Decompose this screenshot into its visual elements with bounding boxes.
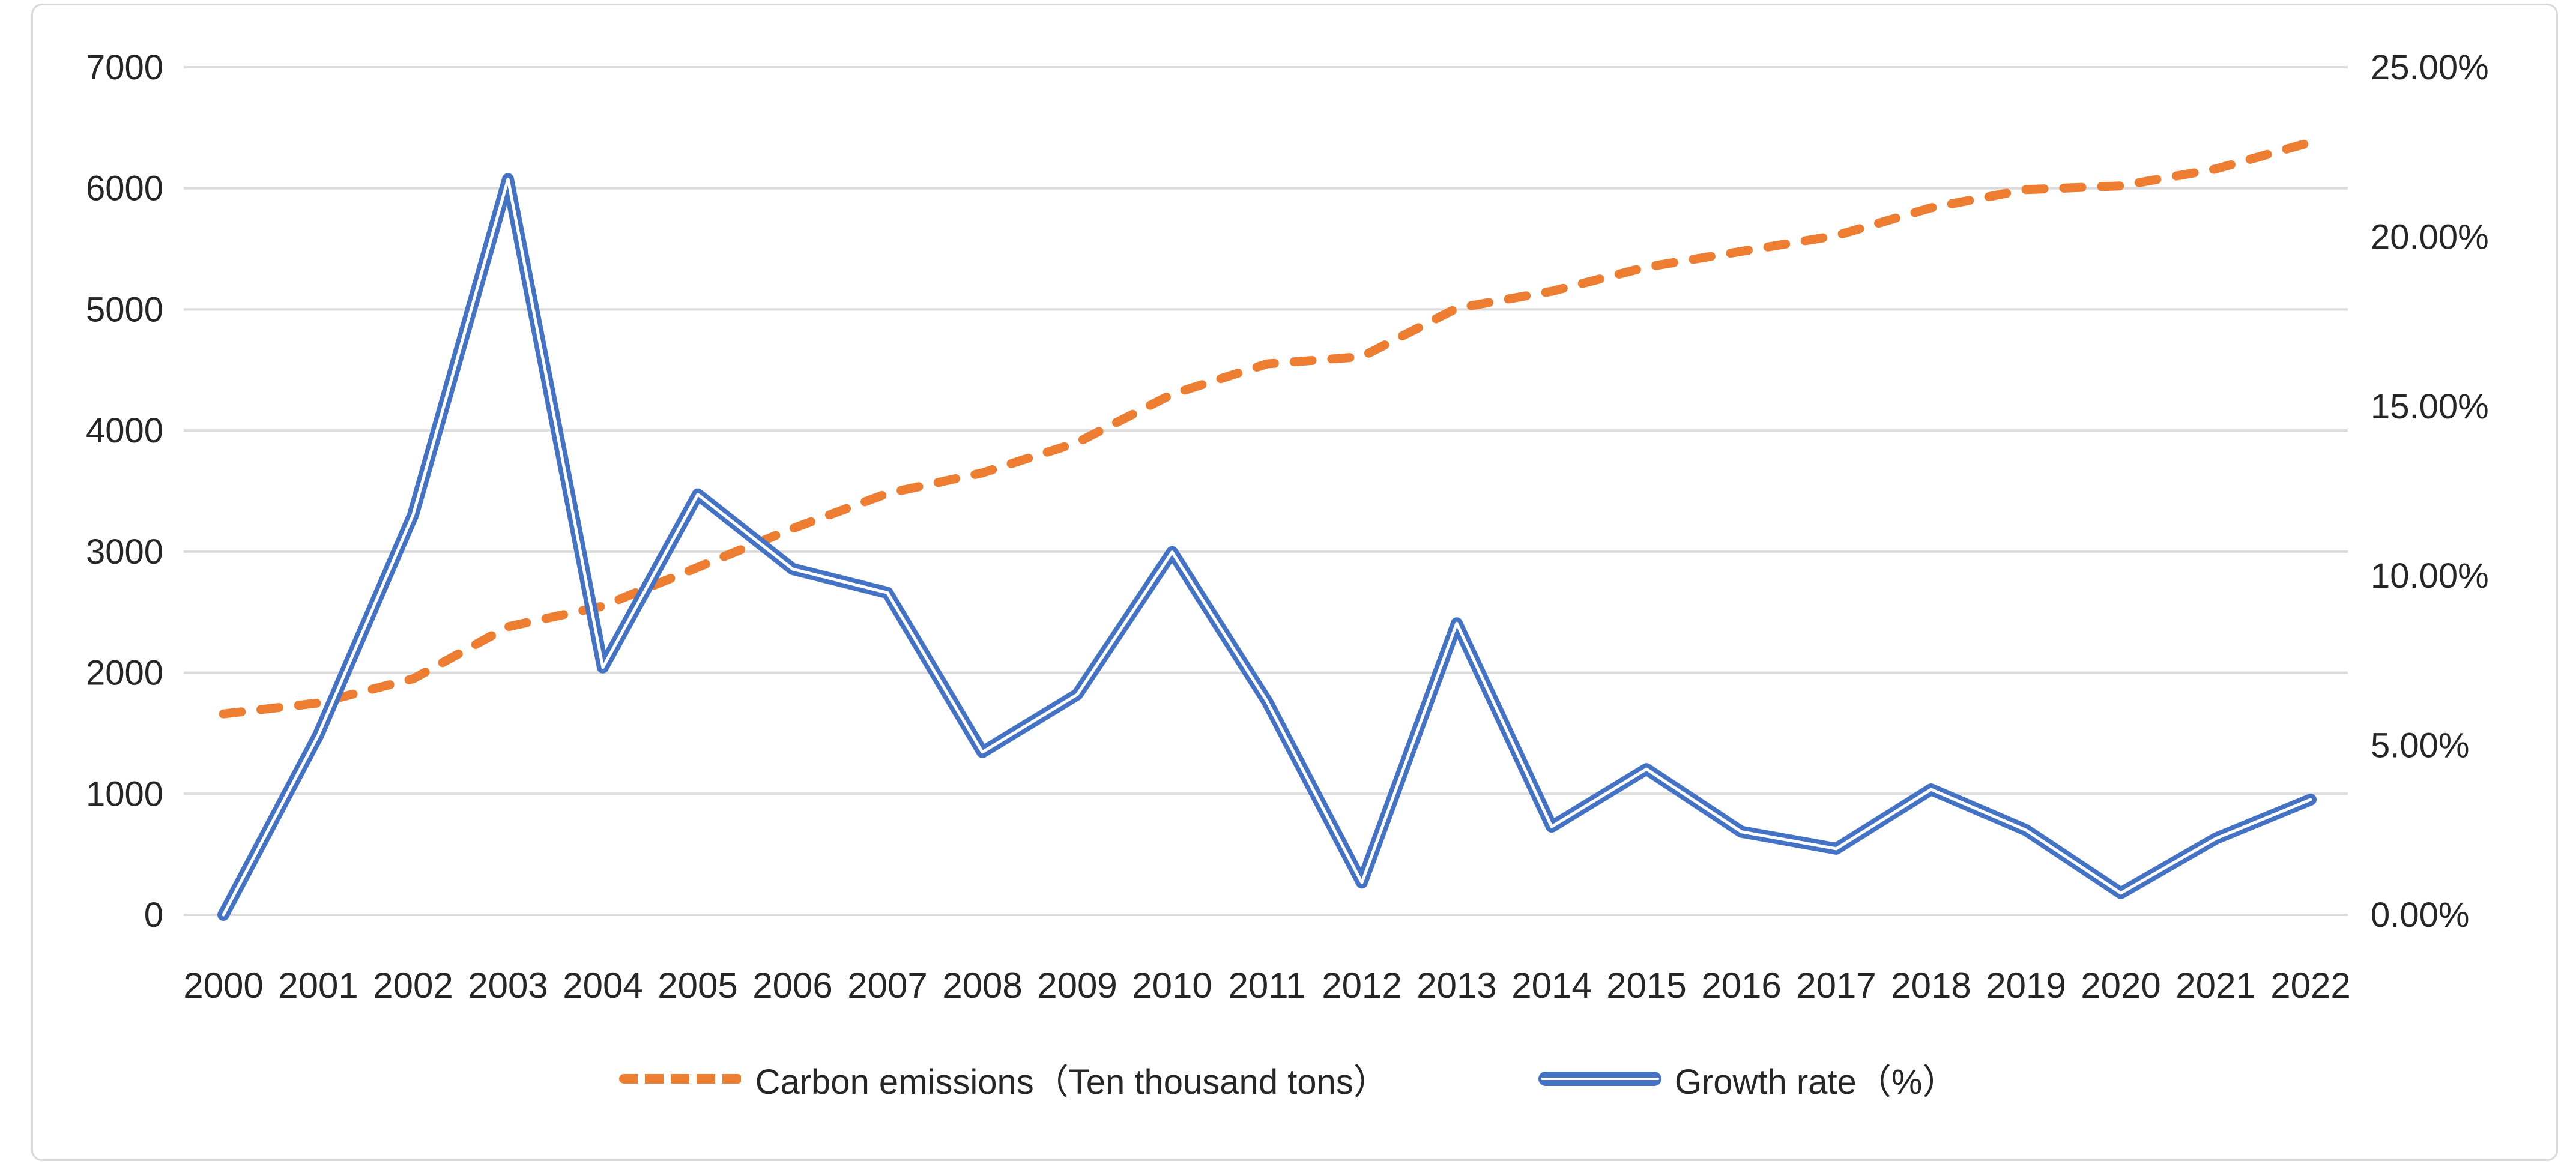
right-axis-tick-label: 0.00% [2371, 896, 2469, 935]
left-axis-tick-label: 6000 [86, 169, 163, 208]
x-axis-tick-label: 2001 [278, 965, 358, 1006]
left-axis-tick-label: 1000 [86, 774, 163, 813]
x-axis-tick-label: 2013 [1416, 965, 1496, 1006]
chart-frame [31, 4, 2558, 1161]
carbon-emissions-line [219, 137, 2315, 719]
x-axis-tick-label: 2019 [1986, 965, 2066, 1006]
x-axis-tick-label: 2010 [1132, 965, 1212, 1006]
x-axis-tick-label: 2009 [1037, 965, 1117, 1006]
right-axis-tick-label: 15.00% [2371, 387, 2489, 426]
x-axis-tick-label: 2018 [1891, 965, 1971, 1006]
growth-rate-legend-swatch-icon [1538, 1072, 1661, 1086]
left-axis-tick-label: 3000 [86, 532, 163, 571]
x-axis-tick-label: 2021 [2175, 965, 2255, 1006]
x-axis-tick-label: 2014 [1511, 965, 1591, 1006]
x-axis-tick-label: 2000 [183, 965, 263, 1006]
x-axis-tick-label: 2015 [1606, 965, 1686, 1006]
x-axis-tick-label: 2011 [1228, 965, 1305, 1006]
right-axis-tick-label: 10.00% [2371, 556, 2489, 596]
x-axis-tick-label: 2005 [658, 965, 737, 1006]
chart-legend: Carbon emissions（Ten thousand tons） Grow… [0, 1046, 2576, 1112]
left-axis-tick-label: 7000 [86, 48, 163, 87]
legend-item-growth-rate: Growth rate（%） [1538, 1054, 1958, 1104]
x-axis-tick-label: 2020 [2081, 965, 2160, 1006]
x-axis-tick-label: 2016 [1701, 965, 1781, 1006]
legend-label-growth-rate: Growth rate（%） [1674, 1063, 1958, 1102]
x-axis-tick-label: 2002 [373, 965, 453, 1006]
left-axis-tick-label: 0 [144, 896, 163, 935]
right-axis-tick-label: 5.00% [2371, 726, 2469, 765]
x-axis-tick-label: 2008 [942, 965, 1022, 1006]
carbon-emissions-legend-swatch-icon [618, 1074, 742, 1084]
x-axis-tick-label: 2003 [468, 965, 548, 1006]
left-axis-tick-label: 2000 [86, 654, 163, 693]
x-axis-tick-label: 2004 [563, 965, 642, 1006]
growth-rate-line-core [222, 177, 2312, 917]
left-axis-tick-label: 5000 [86, 290, 163, 329]
legend-label-carbon-emissions: Carbon emissions（Ten thousand tons） [755, 1063, 1388, 1102]
left-axis-tick-label: 4000 [86, 411, 163, 450]
growth-rate-line [217, 173, 2317, 921]
x-axis-tick-label: 2006 [752, 965, 832, 1006]
right-axis-tick-label: 25.00% [2371, 48, 2489, 87]
x-axis-tick-label: 2017 [1796, 965, 1876, 1006]
x-axis-tick-label: 2022 [2270, 965, 2350, 1006]
right-axis-tick-label: 20.00% [2371, 217, 2489, 256]
x-axis-tick-label: 2007 [847, 965, 927, 1006]
legend-item-carbon-emissions: Carbon emissions（Ten thousand tons） [618, 1054, 1388, 1104]
x-axis-tick-label: 2012 [1322, 965, 1401, 1006]
